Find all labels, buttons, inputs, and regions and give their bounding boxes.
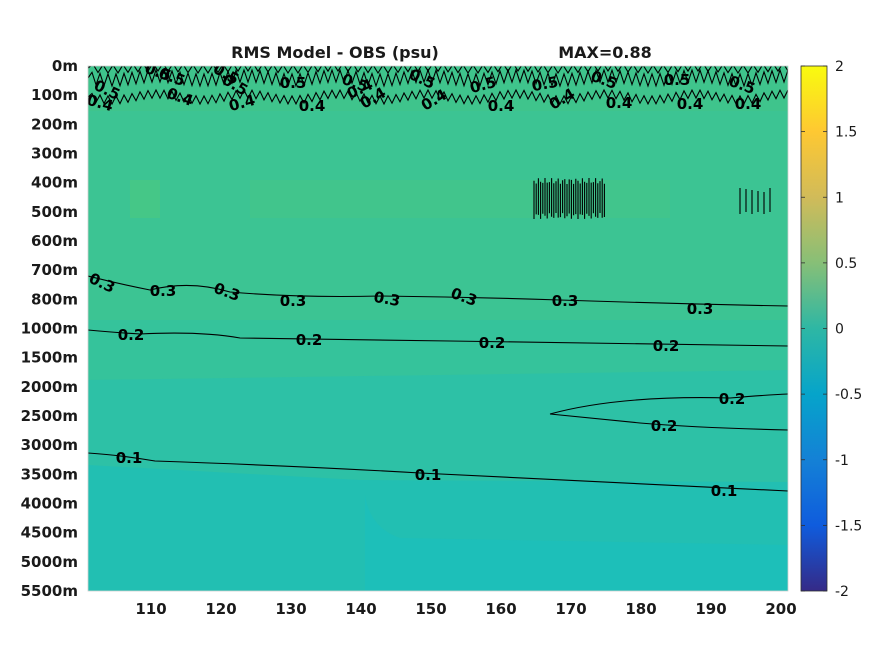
colorbar-tick-label: -1 <box>835 453 849 469</box>
colorbar-tick-label: -2 <box>835 584 849 600</box>
colorbar-tick-label: 1 <box>835 190 844 206</box>
y-tick-label: 2000m <box>21 378 78 396</box>
contour-label: 0.4 <box>299 97 326 115</box>
field-patch <box>130 180 160 218</box>
max-label: MAX=0.88 <box>558 43 652 62</box>
contour-labels: 0.5 0.5 0.5 0.5 0.5 0.5 0.5 0.5 0.5 0.5 0.50.5 0.50… <box>88 66 762 500</box>
contour-label: 0.4 <box>735 95 762 113</box>
x-tick-label: 150 <box>415 600 446 618</box>
plot-area: 0.5 0.5 0.5 0.5 0.5 0.5 0.5 0.5 0.5 0.5 0.50.5 0.50… <box>88 66 788 591</box>
y-tick-label: 3500m <box>21 465 78 483</box>
x-tick-label: 120 <box>205 600 236 618</box>
y-tick-label: 1500m <box>21 349 78 367</box>
contour-line-0.1 <box>88 452 788 492</box>
y-tick-label: 300m <box>31 145 78 163</box>
depth-axis: 0m 100m 200m 300m 400m 500m 600m 700m 800m 1000m 1… <box>21 57 78 600</box>
contour-label: 0.4 <box>488 97 515 115</box>
colorbar <box>800 65 828 592</box>
contour-label: 0.3 <box>280 292 307 310</box>
y-tick-label: 700m <box>31 261 78 279</box>
y-tick-label: 200m <box>31 115 78 133</box>
contour-line-surface <box>88 66 788 75</box>
y-tick-label: 4000m <box>21 495 78 513</box>
x-axis: 110 120 130 140 150 160 170 180 190 200 <box>135 600 796 618</box>
x-tick-label: 160 <box>485 600 516 618</box>
contour-label: 0.1 <box>711 482 738 500</box>
contour-lines <box>88 66 788 492</box>
chart-title: RMS Model - OBS (psu) <box>231 43 439 62</box>
contour-label: 0.2 <box>296 331 323 349</box>
contour-label: 0.2 <box>479 334 506 352</box>
contour-line-0.2 <box>88 329 788 347</box>
colorbar-ticks: 2 1.5 1 0.5 0 -0.5 -1 -1.5 -2 <box>801 59 862 600</box>
y-tick-label: 400m <box>31 174 78 192</box>
contour-line-0.2-lower <box>549 413 788 431</box>
y-tick-label: 4500m <box>21 524 78 542</box>
colorbar-tick-label: 0 <box>835 322 844 338</box>
contour-label: 0.4 <box>677 95 704 113</box>
contour-label: 0.1 <box>415 466 442 484</box>
contour-label: 0.3 <box>150 282 177 300</box>
x-tick-label: 170 <box>555 600 586 618</box>
x-tick-label: 190 <box>695 600 726 618</box>
colorbar-tick-label: 0.5 <box>835 256 857 272</box>
y-tick-label: 600m <box>31 232 78 250</box>
y-tick-label: 800m <box>31 290 78 308</box>
contour-label: 0.5 <box>280 74 307 92</box>
y-tick-label: 5500m <box>21 582 78 600</box>
y-tick-label: 2500m <box>21 407 78 425</box>
contour-label: 0.3 <box>552 292 579 310</box>
x-tick-label: 130 <box>275 600 306 618</box>
y-tick-label: 0m <box>52 57 78 75</box>
colorbar-tick-label: 1.5 <box>835 125 857 141</box>
colorbar-tick-label: 2 <box>835 59 844 75</box>
contour-label: 0.4 <box>606 94 633 112</box>
colorbar-tick-label: -1.5 <box>835 518 862 534</box>
contour-noise-cluster <box>533 178 771 219</box>
y-tick-label: 1000m <box>21 320 78 338</box>
contour-label: 0.3 <box>687 300 714 318</box>
y-tick-label: 100m <box>31 86 78 104</box>
contour-line-0.3 <box>88 275 788 307</box>
contour-label: 0.5 <box>530 73 559 95</box>
colorbar-tick-label: -0.5 <box>835 387 862 403</box>
plot-frame <box>87 65 789 592</box>
contour-label: 0.2 <box>651 417 678 435</box>
contour-label: 0.2 <box>719 390 746 408</box>
y-tick-label: 500m <box>31 203 78 221</box>
contour-label: 0.2 <box>653 337 680 355</box>
contour-label: 0.3 <box>372 288 401 310</box>
x-tick-label: 110 <box>135 600 166 618</box>
field-band <box>88 66 788 111</box>
contour-label: 0.2 <box>118 326 145 344</box>
field-band <box>365 495 788 591</box>
y-tick-label: 3000m <box>21 436 78 454</box>
x-tick-label: 180 <box>625 600 656 618</box>
x-tick-label: 200 <box>765 600 796 618</box>
contour-label: 0.1 <box>116 449 143 467</box>
contour-line-0.5 <box>88 68 788 88</box>
y-tick-label: 5000m <box>21 553 78 571</box>
field-patch <box>250 180 670 218</box>
salinity-rms-field <box>88 66 788 591</box>
x-tick-label: 140 <box>345 600 376 618</box>
contour-line-0.2-upper <box>549 393 788 415</box>
contour-line-0.4 <box>88 88 788 106</box>
contour-label: 0.5 <box>664 71 691 89</box>
